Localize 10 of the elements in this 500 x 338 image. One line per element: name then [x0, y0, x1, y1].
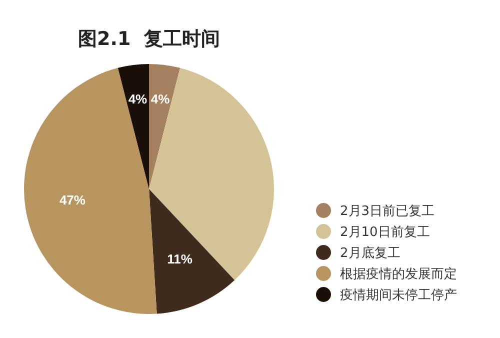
- chart-title: 图2.1 复工时间: [78, 27, 220, 52]
- data-label: 47%: [59, 192, 86, 208]
- legend-label: 2月10日前复工: [340, 224, 430, 240]
- data-label: 11%: [167, 252, 193, 267]
- legend-label: 2月底复工: [340, 244, 400, 262]
- legend-label: 根据疫情的发展而定: [340, 266, 457, 282]
- data-label: 4%: [150, 91, 170, 106]
- data-label: 4%: [128, 91, 148, 106]
- legend-label: 疫情期间未停工停产: [340, 286, 457, 304]
- legend-label: 2月3日前已复工: [340, 202, 435, 220]
